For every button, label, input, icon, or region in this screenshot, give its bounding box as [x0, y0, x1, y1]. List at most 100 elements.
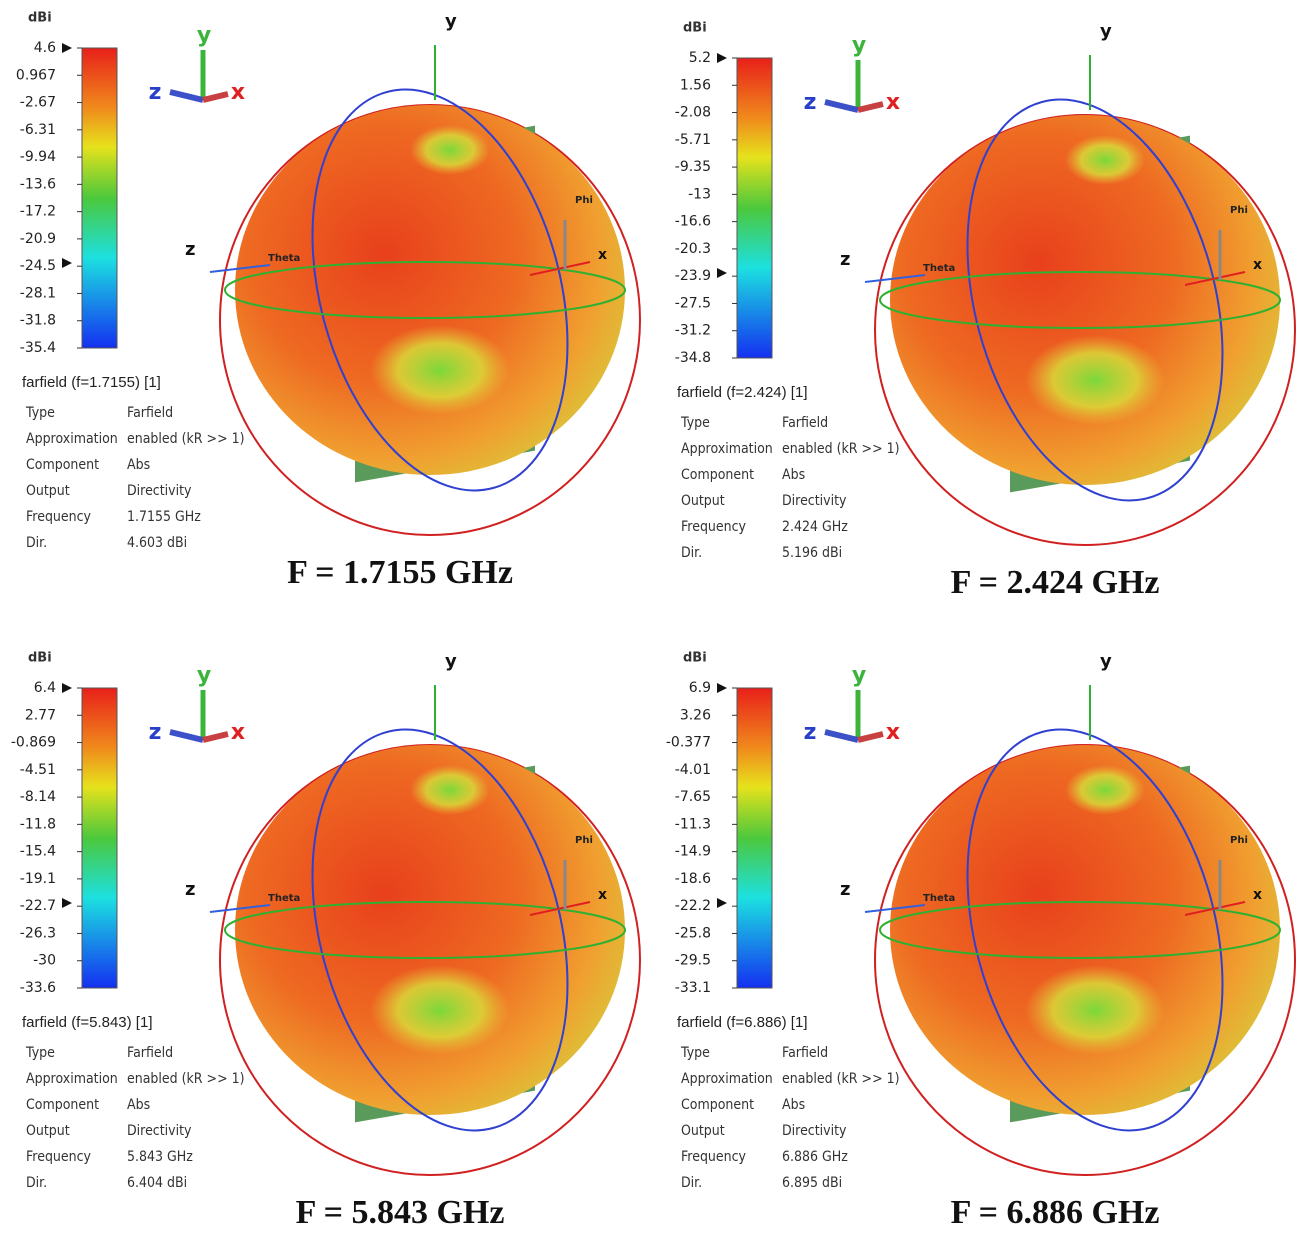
colorbar-tick-label: -2.67: [20, 95, 56, 111]
legend-key: Output: [26, 1124, 70, 1140]
legend-key: Component: [681, 468, 754, 484]
colorbar-unit: dBi: [683, 651, 707, 666]
colorbar-tick-label: -20.9: [20, 231, 56, 247]
figure: dBi4.60.967-2.67-6.31-9.94-13.6-17.2-20.…: [0, 0, 1311, 1255]
legend-key: Type: [680, 416, 710, 432]
colorbar-tick-label: 6.4: [34, 680, 56, 696]
legend-value: Directivity: [127, 484, 192, 500]
legend-value: 4.603 dBi: [127, 536, 187, 552]
axis-label-theta: Theta: [923, 893, 955, 904]
legend-title: farfield (f=1.7155) [1]: [22, 374, 161, 391]
pattern-spot: [370, 325, 510, 415]
legend-value: Abs: [782, 468, 805, 484]
colorbar-tick-label: -6.31: [20, 122, 56, 138]
legend-key: Frequency: [26, 1150, 91, 1166]
axis-label-x: x: [598, 247, 607, 263]
legend-key: Component: [26, 1098, 99, 1114]
axis-label-z: z: [840, 249, 850, 270]
legend-value: 5.843 GHz: [127, 1150, 193, 1166]
pattern-spot: [410, 765, 490, 815]
axis-label-y: y: [1100, 651, 1112, 672]
axis-label-phi: Phi: [1230, 835, 1248, 846]
pattern-spot: [1025, 335, 1165, 425]
colorbar: [82, 688, 117, 988]
caption: F = 5.843 GHz: [296, 1194, 505, 1231]
colorbar-tick-label: -16.6: [675, 214, 711, 230]
legend-value: Farfield: [782, 416, 828, 432]
legend-value: Directivity: [127, 1124, 192, 1140]
colorbar-tick-label: -2.08: [675, 105, 711, 121]
colorbar-tick-label: -13.6: [20, 176, 56, 192]
triad-z: [825, 732, 858, 740]
legend-key: Approximation: [26, 432, 118, 448]
colorbar-tick-label: -31.2: [675, 323, 711, 339]
colorbar-tick-label: 0.967: [16, 67, 56, 83]
legend-key: Output: [681, 1124, 725, 1140]
legend-key: Dir.: [26, 536, 47, 552]
colorbar-tick-label: -0.869: [11, 735, 56, 751]
colorbar-tick-label: -0.377: [666, 735, 711, 751]
caption: F = 2.424 GHz: [951, 564, 1160, 601]
colorbar-tick-label: 1.56: [680, 77, 711, 93]
legend-key: Frequency: [26, 510, 91, 526]
legend-key: Dir.: [681, 1176, 702, 1192]
triad-label-x: x: [231, 80, 245, 105]
colorbar-marker: [717, 683, 727, 693]
colorbar-tick-label: -9.35: [675, 159, 711, 175]
legend-key: Approximation: [681, 1072, 773, 1088]
legend-value: 6.895 dBi: [782, 1176, 842, 1192]
legend-value: enabled (kR >> 1): [127, 432, 245, 448]
legend-value: enabled (kR >> 1): [127, 1072, 245, 1088]
triad-label-z: z: [149, 720, 162, 745]
legend-value: Abs: [127, 1098, 150, 1114]
colorbar-tick-label: -28.1: [20, 285, 56, 301]
page: dBi4.60.967-2.67-6.31-9.94-13.6-17.2-20.…: [0, 0, 1311, 1255]
legend-key: Type: [25, 1046, 55, 1062]
triad-label-z: z: [149, 80, 162, 105]
colorbar-tick-label: -4.01: [675, 762, 711, 778]
axis-label-y: y: [1100, 21, 1112, 42]
colorbar-tick-label: -11.3: [675, 816, 711, 832]
colorbar-unit: dBi: [683, 21, 707, 36]
pattern-spot: [410, 125, 490, 175]
legend-value: Farfield: [127, 1046, 173, 1062]
legend-value: 1.7155 GHz: [127, 510, 201, 526]
legend-value: 5.196 dBi: [782, 546, 842, 562]
colorbar: [82, 48, 117, 348]
colorbar-unit: dBi: [28, 11, 52, 26]
axis-label-z: z: [185, 239, 195, 260]
colorbar-tick-label: -15.4: [20, 844, 56, 860]
legend-value: 6.886 GHz: [782, 1150, 848, 1166]
legend-title: farfield (f=6.886) [1]: [677, 1014, 808, 1031]
axis-label-x: x: [598, 887, 607, 903]
colorbar-tick-label: -26.3: [20, 925, 56, 941]
colorbar-tick-label: -19.1: [20, 871, 56, 887]
triad-x: [203, 734, 228, 740]
axis-label-phi: Phi: [1230, 205, 1248, 216]
pattern-spot: [1025, 965, 1165, 1055]
triad-x: [858, 734, 883, 740]
triad-label-y: y: [197, 23, 211, 48]
colorbar-marker: [717, 268, 727, 278]
triad-z: [825, 102, 858, 110]
legend-title: farfield (f=2.424) [1]: [677, 384, 808, 401]
legend-value: Directivity: [782, 1124, 847, 1140]
legend-key: Type: [25, 406, 55, 422]
colorbar-tick-label: -31.8: [20, 313, 56, 329]
triad-label-y: y: [852, 663, 866, 688]
triad-label-z: z: [804, 720, 817, 745]
colorbar-tick-label: -7.65: [675, 789, 711, 805]
axis-label-z: z: [840, 879, 850, 900]
legend-value: Abs: [782, 1098, 805, 1114]
legend-key: Approximation: [26, 1072, 118, 1088]
legend-key: Output: [681, 494, 725, 510]
colorbar-tick-label: -23.9: [675, 268, 711, 284]
axis-label-y: y: [445, 11, 457, 32]
legend-title: farfield (f=5.843) [1]: [22, 1014, 153, 1031]
colorbar-tick-label: -17.2: [20, 204, 56, 220]
axis-label-theta: Theta: [268, 253, 300, 264]
legend-key: Output: [26, 484, 70, 500]
legend-value: 2.424 GHz: [782, 520, 848, 536]
colorbar-tick-label: -5.71: [675, 132, 711, 148]
colorbar-tick-label: -34.8: [675, 350, 711, 366]
